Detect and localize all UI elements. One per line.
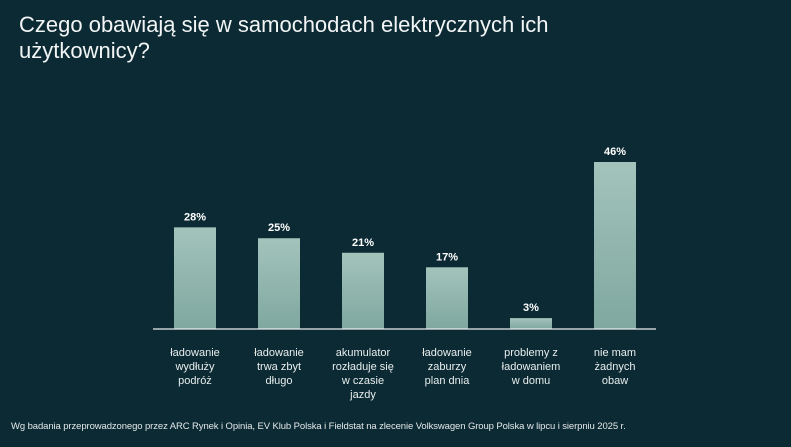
category-label: ładowanie wydłuży podróż	[170, 347, 220, 387]
bar	[510, 318, 552, 329]
data-label: 25%	[268, 222, 290, 234]
category-label: ładowanie trwa zbyt długo	[254, 347, 304, 387]
category-label: ładowanie zaburzy plan dnia	[422, 347, 472, 387]
chart-title: Czego obawiają się w samochodach elektry…	[19, 12, 549, 63]
category-label: nie mam żadnych obaw	[594, 347, 636, 387]
bar	[426, 267, 468, 329]
data-label: 17%	[436, 251, 458, 263]
data-label: 28%	[184, 211, 206, 223]
bar	[594, 162, 636, 329]
data-label: 21%	[352, 237, 374, 249]
data-label: 3%	[523, 302, 539, 314]
category-label: akumulator rozładuje się w czasie jazdy	[332, 347, 394, 401]
source-footnote: Wg badania przeprowadzonego przez ARC Ry…	[11, 421, 626, 432]
bar	[174, 227, 216, 329]
bar	[342, 252, 384, 329]
data-label: 46%	[604, 146, 626, 158]
category-label: problemy z ładowaniem w domu	[502, 347, 561, 387]
bar	[258, 238, 300, 329]
